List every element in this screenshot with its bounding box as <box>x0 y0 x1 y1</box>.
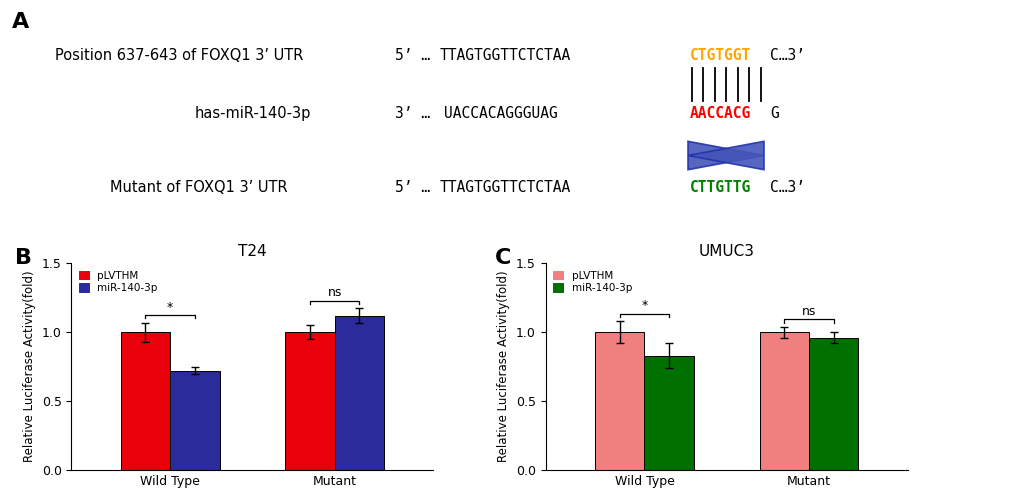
Bar <box>120 332 170 470</box>
Text: A: A <box>12 12 30 32</box>
Text: Mutant of FOXQ1 3’ UTR: Mutant of FOXQ1 3’ UTR <box>110 180 287 195</box>
Text: B: B <box>15 248 33 268</box>
Text: CTGTGGT: CTGTGGT <box>689 48 751 63</box>
Text: 5’ …: 5’ … <box>394 48 430 63</box>
Text: C: C <box>494 248 511 268</box>
Text: G: G <box>769 106 777 121</box>
Text: CTTGTTG: CTTGTTG <box>689 180 751 195</box>
Text: ns: ns <box>327 286 341 299</box>
Y-axis label: Relative Luciferase Activity(fold): Relative Luciferase Activity(fold) <box>23 271 36 462</box>
Text: *: * <box>641 299 647 312</box>
Title: T24: T24 <box>237 245 267 259</box>
Text: ns: ns <box>801 305 815 318</box>
Text: 5’ …: 5’ … <box>394 180 430 195</box>
Text: 3’ …: 3’ … <box>394 106 430 121</box>
Text: *: * <box>167 301 173 314</box>
Bar <box>334 316 384 470</box>
Bar <box>170 371 219 470</box>
Legend: pLVTHM, miR-140-3p: pLVTHM, miR-140-3p <box>76 268 160 295</box>
Y-axis label: Relative Luciferase Activity(fold): Relative Luciferase Activity(fold) <box>497 271 510 462</box>
Bar <box>644 355 693 470</box>
Text: C…3’: C…3’ <box>769 180 804 195</box>
Title: UMUC3: UMUC3 <box>698 245 754 259</box>
Polygon shape <box>688 141 763 169</box>
Bar <box>808 337 858 470</box>
Bar <box>594 332 644 470</box>
Text: C…3’: C…3’ <box>769 48 804 63</box>
Text: AACCACG: AACCACG <box>689 106 751 121</box>
Text: Position 637-643 of FOXQ1 3’ UTR: Position 637-643 of FOXQ1 3’ UTR <box>55 48 303 63</box>
Text: UACCACAGGGUAG: UACCACAGGGUAG <box>443 106 557 121</box>
Polygon shape <box>688 141 763 169</box>
Text: TTAGTGGTTCTCTAA: TTAGTGGTTCTCTAA <box>439 180 571 195</box>
Legend: pLVTHM, miR-140-3p: pLVTHM, miR-140-3p <box>550 268 634 295</box>
Bar <box>285 332 334 470</box>
Text: has-miR-140-3p: has-miR-140-3p <box>195 106 311 121</box>
Text: TTAGTGGTTCTCTAA: TTAGTGGTTCTCTAA <box>439 48 571 63</box>
Bar <box>759 332 808 470</box>
